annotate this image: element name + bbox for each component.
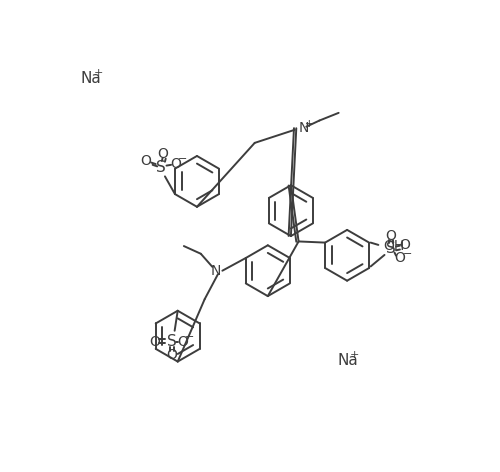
Text: O: O (166, 348, 177, 362)
Text: O: O (178, 335, 188, 348)
Text: O: O (394, 251, 406, 265)
Text: S: S (166, 334, 176, 349)
Text: −: − (403, 249, 412, 259)
Text: Na: Na (80, 71, 102, 86)
Text: Na: Na (337, 353, 358, 368)
Text: O: O (399, 238, 410, 252)
Text: OH: OH (383, 239, 404, 253)
Text: S: S (156, 160, 166, 175)
Text: +: + (350, 350, 360, 361)
Text: −: − (178, 154, 188, 164)
Text: O: O (170, 157, 181, 171)
Text: O: O (385, 229, 396, 244)
Text: +: + (305, 119, 314, 129)
Text: N: N (298, 121, 309, 135)
Text: S: S (386, 241, 396, 256)
Text: O: O (157, 147, 168, 161)
Text: +: + (94, 68, 103, 78)
Text: O: O (140, 154, 151, 168)
Text: −: − (186, 332, 194, 342)
Text: O: O (149, 335, 160, 348)
Text: N: N (211, 264, 222, 278)
